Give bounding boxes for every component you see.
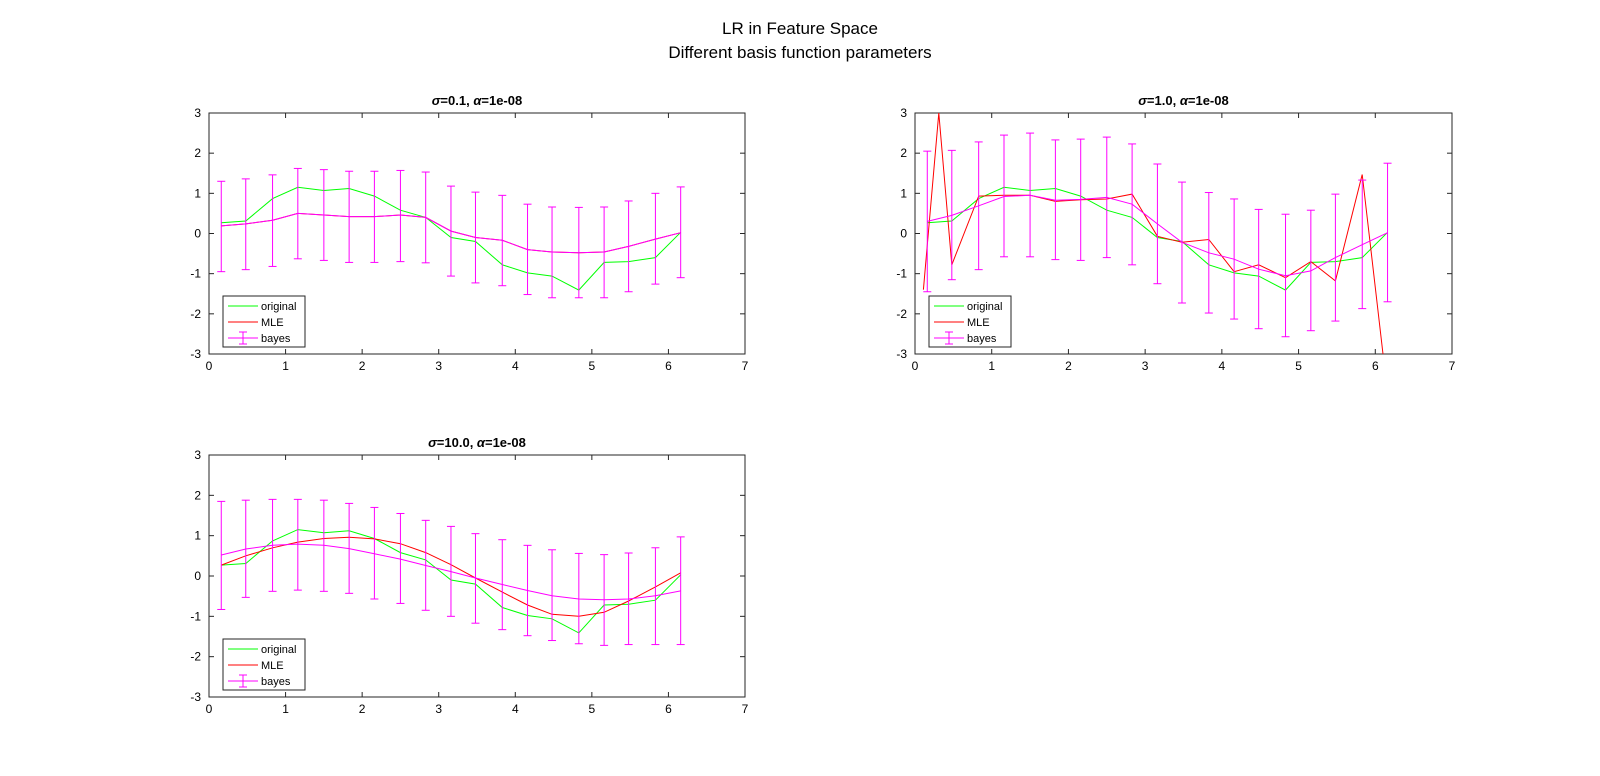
y-tick-label: 1: [194, 529, 201, 543]
x-tick-label: 1: [988, 359, 995, 373]
plot-area: [217, 498, 685, 646]
y-tick-label: 2: [194, 146, 201, 160]
x-tick-label: 4: [512, 359, 519, 373]
x-tick-label: 5: [589, 359, 596, 373]
axes-layer: σ=0.1, α=1e-080 1 2 3 4 5 6 7-3-2-10123original…: [190, 93, 1455, 716]
legend: original MLE bayes: [222, 295, 306, 348]
legend-label: original: [967, 301, 1002, 313]
x-tick-label: 7: [742, 359, 749, 373]
y-tick-label: 0: [900, 227, 907, 241]
sigma-symbol: σ: [432, 93, 442, 108]
legend-label: MLE: [967, 317, 990, 329]
legend-label: MLE: [261, 317, 284, 329]
x-tick-label: 4: [512, 702, 519, 716]
x-tick-label: 1: [282, 702, 289, 716]
x-tick-label: 3: [435, 359, 442, 373]
legend-label: original: [261, 301, 296, 313]
x-tick-label: 2: [359, 702, 366, 716]
y-tick-label: -3: [190, 347, 201, 361]
axes-title: σ=1.0, α=1e-08: [1138, 93, 1228, 108]
y-tick-label: -3: [896, 347, 907, 361]
x-tick-label: 1: [282, 359, 289, 373]
sigma-value: =0.1,: [440, 93, 473, 108]
y-tick-label: 0: [194, 569, 201, 583]
legend-label: bayes: [967, 333, 997, 345]
x-tick-label: 2: [359, 359, 366, 373]
x-tick-label: 3: [1142, 359, 1149, 373]
sigma-symbol: σ: [1138, 93, 1148, 108]
y-tick-label: 1: [900, 186, 907, 200]
x-tick-label: 4: [1219, 359, 1226, 373]
x-tick-label: 0: [912, 359, 919, 373]
sigma-value: =10.0,: [437, 435, 477, 450]
y-tick-label: -1: [190, 267, 201, 281]
y-tick-label: -2: [190, 650, 201, 664]
y-tick-label: 1: [194, 186, 201, 200]
axes-panel-1: σ=0.1, α=1e-08 0 1 2 3 4 5 6 7 -3 -2 -1 0 1 2 3 original…: [190, 93, 748, 373]
legend: original MLE bayes: [222, 638, 306, 691]
axes-title: σ=10.0, α=1e-08: [428, 435, 526, 450]
axes-panel-2: σ=1.0, α=1e-08 0 1 2 3 4 5 6 7 -3 -2 -1 0 1 2 3 original…: [896, 93, 1455, 373]
plot-area: [217, 167, 685, 299]
y-tick-label: 0: [194, 227, 201, 241]
figure-title-line-1: LR in Feature Space: [722, 19, 878, 38]
plot-area: [922, 113, 1392, 354]
x-tick-label: 5: [1295, 359, 1302, 373]
axes-title: σ=0.1, α=1e-08: [432, 93, 522, 108]
alpha-value: =1e-08: [481, 93, 522, 108]
figure-title-line-2: Different basis function parameters: [668, 43, 931, 62]
axes-panel-3: σ=10.0, α=1e-08 0 1 2 3 4 5 6 7 -3 -2 -1 0 1 2 3 origina…: [190, 435, 748, 716]
alpha-value: =1e-08: [485, 435, 526, 450]
sigma-value: =1.0,: [1147, 93, 1180, 108]
legend-label: MLE: [261, 660, 284, 672]
x-tick-label: 6: [1372, 359, 1379, 373]
alpha-symbol: α: [477, 435, 486, 450]
y-tick-label: -1: [190, 609, 201, 623]
legend-label: bayes: [261, 333, 291, 345]
series-line-mle: [922, 113, 1384, 354]
legend-label: original: [261, 644, 296, 656]
alpha-value: =1e-08: [1188, 93, 1229, 108]
y-tick-label: 3: [194, 106, 201, 120]
y-tick-label: -3: [190, 690, 201, 704]
y-tick-label: -1: [896, 267, 907, 281]
y-tick-label: 3: [900, 106, 907, 120]
x-tick-label: 2: [1065, 359, 1072, 373]
legend-label: bayes: [261, 676, 291, 688]
y-tick-label: 2: [194, 488, 201, 502]
y-tick-label: -2: [190, 307, 201, 321]
x-tick-label: 0: [206, 702, 213, 716]
alpha-symbol: α: [1180, 93, 1189, 108]
y-tick-label: 2: [900, 146, 907, 160]
sigma-symbol: σ: [428, 435, 438, 450]
x-tick-label: 7: [1449, 359, 1456, 373]
x-tick-label: 6: [665, 702, 672, 716]
alpha-symbol: α: [473, 93, 482, 108]
x-tick-label: 6: [665, 359, 672, 373]
y-tick-label: -2: [896, 307, 907, 321]
x-tick-label: 7: [742, 702, 749, 716]
x-tick-label: 5: [589, 702, 596, 716]
legend: original MLE bayes: [928, 295, 1012, 348]
x-tick-label: 0: [206, 359, 213, 373]
y-tick-label: 3: [194, 448, 201, 462]
x-tick-label: 3: [435, 702, 442, 716]
